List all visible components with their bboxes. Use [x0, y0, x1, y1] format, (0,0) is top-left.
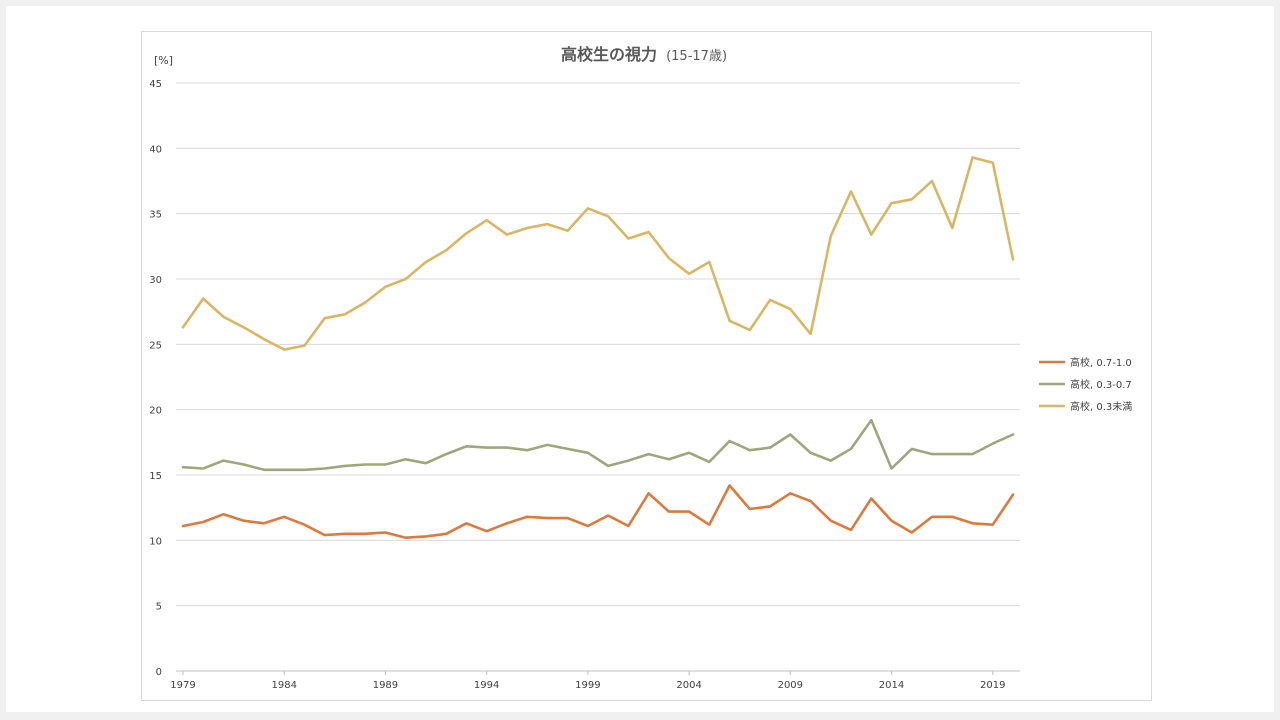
- x-tick-label: 1989: [373, 680, 398, 691]
- legend-item-3[interactable]: 高校, 0.3未満: [1039, 400, 1132, 413]
- legend-label: 高校, 0.3-0.7: [1070, 378, 1132, 391]
- legend-item-1[interactable]: 高校, 0.7-1.0: [1039, 356, 1132, 369]
- series-line-3[interactable]: [181, 156, 1015, 351]
- legend-label: 高校, 0.7-1.0: [1070, 356, 1132, 369]
- x-tick-label: 1979: [170, 680, 195, 691]
- legend-item-2[interactable]: 高校, 0.3-0.7: [1039, 378, 1132, 391]
- slide-background: 高校生の視力 (15-17歳) [%] 0 5 10 15 20 25 30 35 40 45 1…: [6, 6, 1274, 712]
- y-tick-label: 0: [156, 667, 162, 678]
- line-chart: 高校生の視力 (15-17歳) [%] 0 5 10 15 20 25 30 35 40 45 1…: [149, 45, 1132, 691]
- y-tick-label: 40: [149, 144, 162, 155]
- legend[interactable]: 高校, 0.7-1.0 高校, 0.3-0.7 高校, 0.3未満: [1039, 356, 1132, 413]
- x-tick-label: 1994: [474, 680, 499, 691]
- x-tick-label: 2009: [778, 680, 803, 691]
- y-tick-label: 25: [149, 340, 162, 351]
- y-tick-label: 35: [149, 210, 162, 221]
- series-line-2[interactable]: [181, 418, 1015, 472]
- chart-title-main: 高校生の視力: [561, 45, 657, 64]
- y-tick-label: 5: [156, 602, 162, 613]
- legend-label: 高校, 0.3未満: [1070, 400, 1132, 413]
- y-tick-label: 30: [149, 275, 162, 286]
- y-axis-ticks: 0 5 10 15 20 25 30 35 40 45: [149, 79, 162, 678]
- y-tick-label: 45: [149, 79, 162, 90]
- series-lines: [181, 156, 1015, 540]
- y-tick-label: 15: [149, 471, 162, 482]
- x-tick-label: 2004: [676, 680, 701, 691]
- x-axis-ticks: 1979 1984 1989 1994 1999 2004 2009 2014 2019: [170, 671, 1005, 691]
- x-tick-label: 1999: [575, 680, 600, 691]
- x-tick-label: 2014: [879, 680, 904, 691]
- x-tick-label: 1984: [271, 680, 296, 691]
- chart-area[interactable]: 高校生の視力 (15-17歳) [%] 0 5 10 15 20 25 30 35 40 45 1…: [141, 31, 1152, 701]
- y-axis-unit-label: [%]: [154, 54, 173, 67]
- y-tick-label: 10: [149, 536, 162, 547]
- x-tick-label: 2019: [980, 680, 1005, 691]
- chart-title-subtitle: (15-17歳): [666, 49, 727, 64]
- y-tick-label: 20: [149, 406, 162, 417]
- gridlines: [176, 82, 1020, 672]
- series-line-1[interactable]: [181, 484, 1015, 540]
- chart-title: 高校生の視力 (15-17歳): [561, 45, 727, 64]
